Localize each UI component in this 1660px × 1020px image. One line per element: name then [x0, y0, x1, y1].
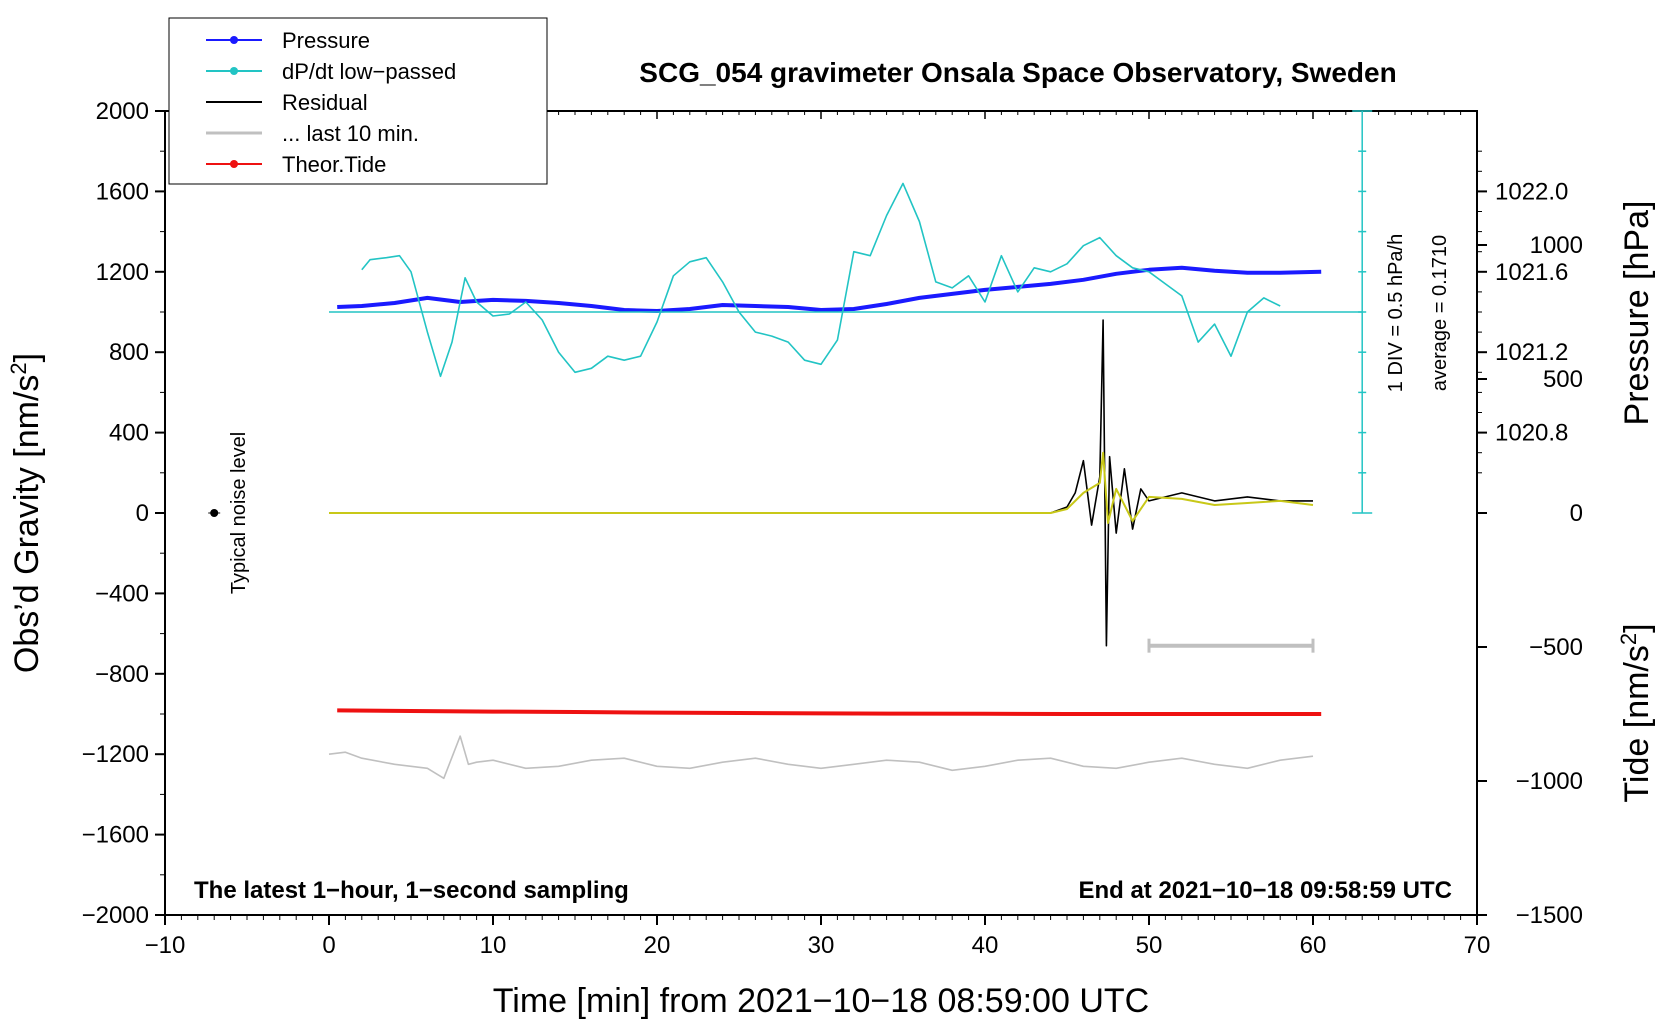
y-tick-label: 800 [109, 339, 149, 366]
x-tick-label: 70 [1464, 932, 1491, 959]
legend: Pressure dP/dt low−passed Residual ... last… [168, 17, 548, 185]
series-pressure-filtered-trace [328, 735, 1314, 780]
tide-tick-label: −1000 [1516, 768, 1583, 795]
y-tick-label: −2000 [82, 902, 149, 929]
tide-tick-label: 1000 [1530, 232, 1583, 259]
series-residual-smoothed [329, 451, 1314, 524]
chart-title: SCG_054 gravimeter Onsala Space Observat… [639, 57, 1396, 88]
tide-tick-label: 500 [1543, 366, 1583, 393]
series-theor-tide [337, 708, 1322, 716]
sampling-note: The latest 1−hour, 1−second sampling [194, 877, 629, 904]
end-time-note: End at 2021−10−18 09:58:59 UTC [1078, 877, 1452, 904]
scale-bar-label: 1 DIV = 0.5 hPa/h [1385, 234, 1407, 392]
y-tick-label: −1200 [82, 741, 149, 768]
pressure-tick-label: 1021.6 [1495, 259, 1568, 286]
legend-label: Residual [282, 90, 368, 115]
tide-axis-title: Tide [nm/s2] [1616, 623, 1657, 802]
series-layer [328, 182, 1322, 780]
legend-marker [230, 67, 238, 75]
pressure-tick-label: 1020.8 [1495, 420, 1568, 447]
x-tick-label: 0 [322, 932, 335, 959]
y-axis-title: Obs’d Gravity [nm/s2] [6, 353, 47, 673]
noise-level-marker [210, 509, 219, 517]
y-tick-label: 2000 [96, 98, 149, 125]
legend-label: ... last 10 min. [282, 121, 419, 146]
pressure-axis-title: Pressure [hPa] [1618, 201, 1656, 426]
noise-level-label: Typical noise level [228, 432, 250, 594]
legend-marker [230, 160, 238, 168]
x-tick-label: −10 [145, 932, 186, 959]
pressure-tick-label: 1022.0 [1495, 178, 1568, 205]
series-pressure [337, 265, 1322, 313]
legend-items: Pressure dP/dt low−passed Residual ... last… [206, 28, 456, 177]
y-tick-label: 0 [136, 500, 149, 527]
y-tick-label: 400 [109, 420, 149, 447]
x-tick-label: 20 [644, 932, 671, 959]
axes-ticks-layer: −10 0 10 20 30 40 50 60 70 −2000 −1600 −1200 −800 −40… [82, 98, 1583, 959]
legend-marker [230, 36, 238, 44]
legend-label: Theor.Tide [282, 152, 386, 177]
y-tick-label: −800 [95, 661, 149, 688]
y-tick-label: −1600 [82, 822, 149, 849]
y-tick-label: 1200 [96, 259, 149, 286]
average-label: average = 0.1710 [1429, 235, 1451, 391]
x-tick-label: 10 [480, 932, 507, 959]
x-tick-label: 60 [1300, 932, 1327, 959]
x-axis-title: Time [min] from 2021−10−18 08:59:00 UTC [493, 982, 1149, 1020]
legend-label: Pressure [282, 28, 370, 53]
tide-tick-label: 0 [1570, 500, 1583, 527]
y-tick-label: −400 [95, 580, 149, 607]
x-tick-label: 40 [972, 932, 999, 959]
pressure-tick-label: 1021.2 [1495, 339, 1568, 366]
x-tick-label: 30 [808, 932, 835, 959]
y-tick-label: 1600 [96, 178, 149, 205]
annotations-layer [208, 110, 1373, 517]
x-tick-label: 50 [1136, 932, 1163, 959]
tide-tick-label: −1500 [1516, 902, 1583, 929]
tide-tick-label: −500 [1529, 634, 1583, 661]
legend-label: dP/dt low−passed [282, 59, 456, 84]
